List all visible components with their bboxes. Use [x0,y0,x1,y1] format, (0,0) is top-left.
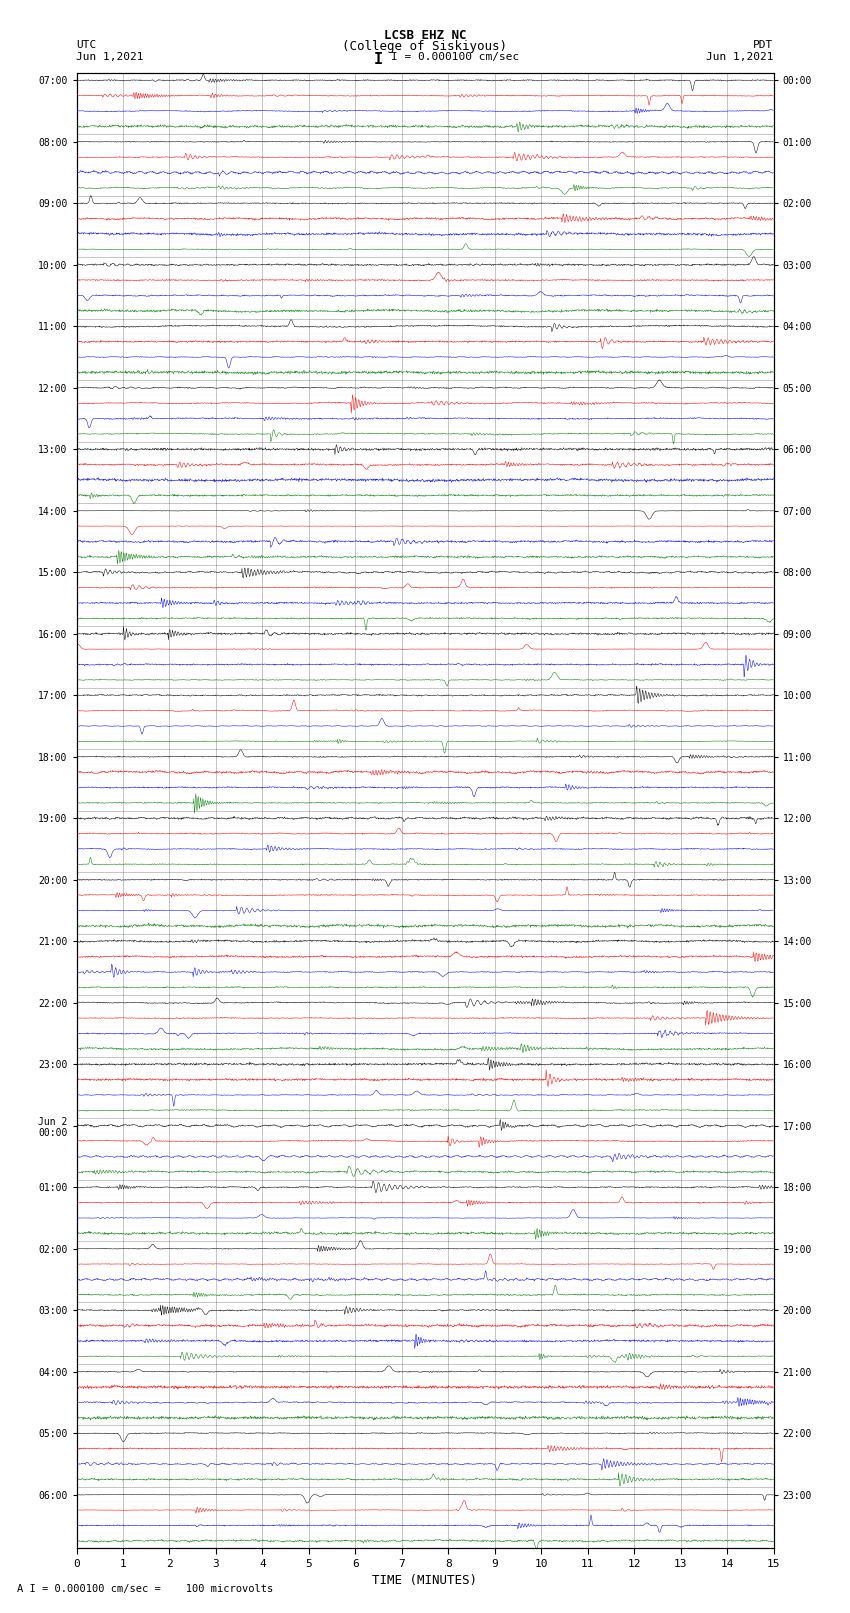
Text: LCSB EHZ NC: LCSB EHZ NC [383,29,467,42]
Text: Jun 1,2021: Jun 1,2021 [76,52,144,61]
Text: UTC: UTC [76,40,97,50]
X-axis label: TIME (MINUTES): TIME (MINUTES) [372,1574,478,1587]
Text: A I = 0.000100 cm/sec =    100 microvolts: A I = 0.000100 cm/sec = 100 microvolts [17,1584,273,1594]
Text: Jun 1,2021: Jun 1,2021 [706,52,774,61]
Text: (College of Siskiyous): (College of Siskiyous) [343,40,507,53]
Text: I: I [374,52,382,66]
Text: I = 0.000100 cm/sec: I = 0.000100 cm/sec [391,52,519,61]
Text: PDT: PDT [753,40,774,50]
